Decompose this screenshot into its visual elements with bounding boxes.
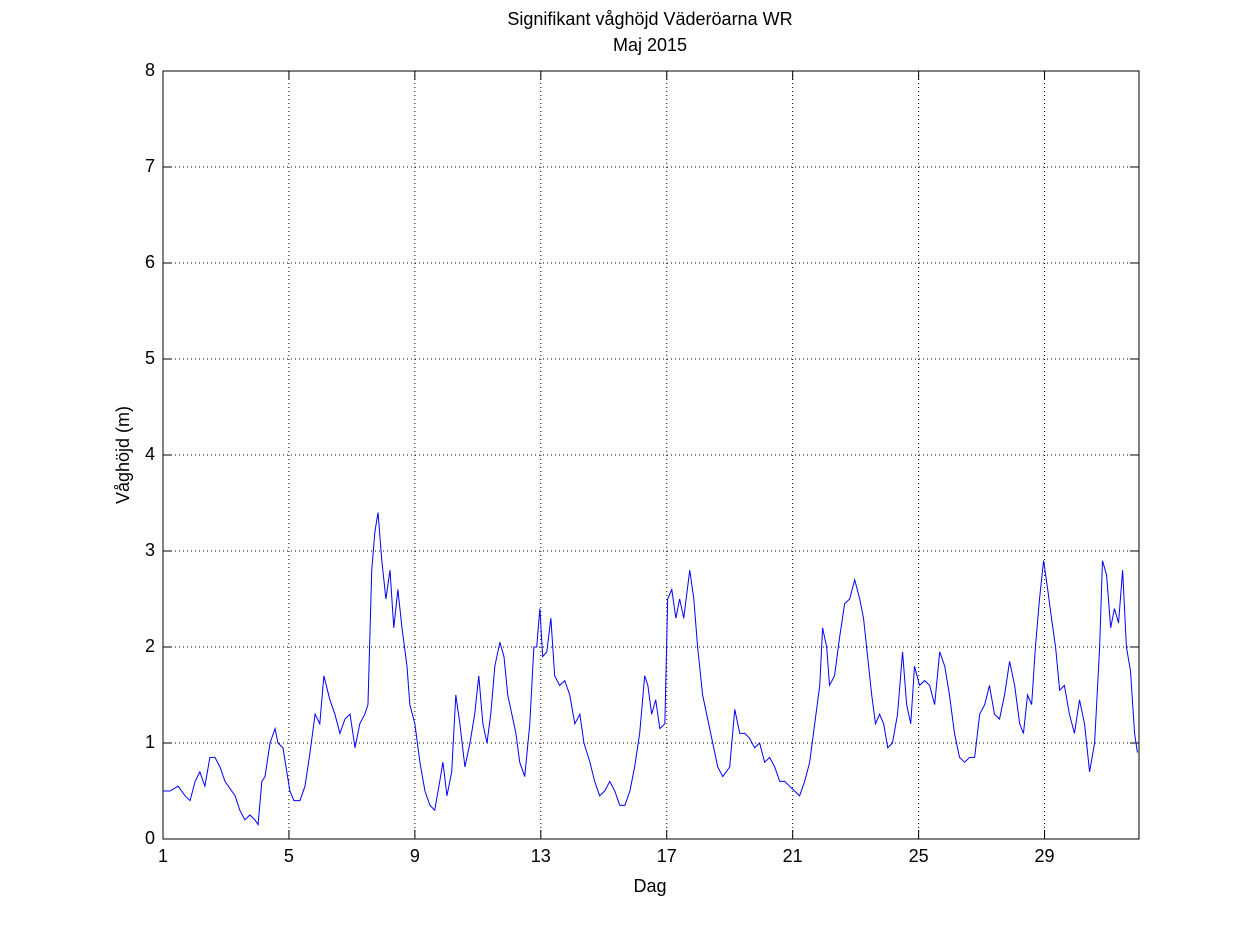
x-tick-label: 29 — [1035, 846, 1055, 866]
y-tick-label: 7 — [145, 156, 155, 176]
x-tick-label: 21 — [783, 846, 803, 866]
y-tick-label: 1 — [145, 732, 155, 752]
data-line — [163, 512, 1138, 827]
chart-title: Signifikant våghöjd Väderöarna WR — [507, 9, 792, 29]
y-tick-label: 0 — [145, 828, 155, 848]
x-tick-label: 5 — [284, 846, 294, 866]
y-tick-label: 3 — [145, 540, 155, 560]
plot-frame — [162, 70, 1140, 840]
y-tick-label: 8 — [145, 60, 155, 80]
chart-subtitle: Maj 2015 — [613, 35, 687, 55]
y-axis-label: Våghöjd (m) — [113, 406, 133, 504]
y-tick-label: 5 — [145, 348, 155, 368]
x-tick-label: 13 — [531, 846, 551, 866]
y-tick-label: 6 — [145, 252, 155, 272]
x-axis-label: Dag — [633, 876, 666, 896]
x-tick-label: 17 — [657, 846, 677, 866]
y-tick-label: 2 — [145, 636, 155, 656]
x-tick-label: 25 — [909, 846, 929, 866]
x-tick-label: 1 — [158, 846, 168, 866]
y-tick-label: 4 — [145, 444, 155, 464]
x-tick-label: 9 — [410, 846, 420, 866]
